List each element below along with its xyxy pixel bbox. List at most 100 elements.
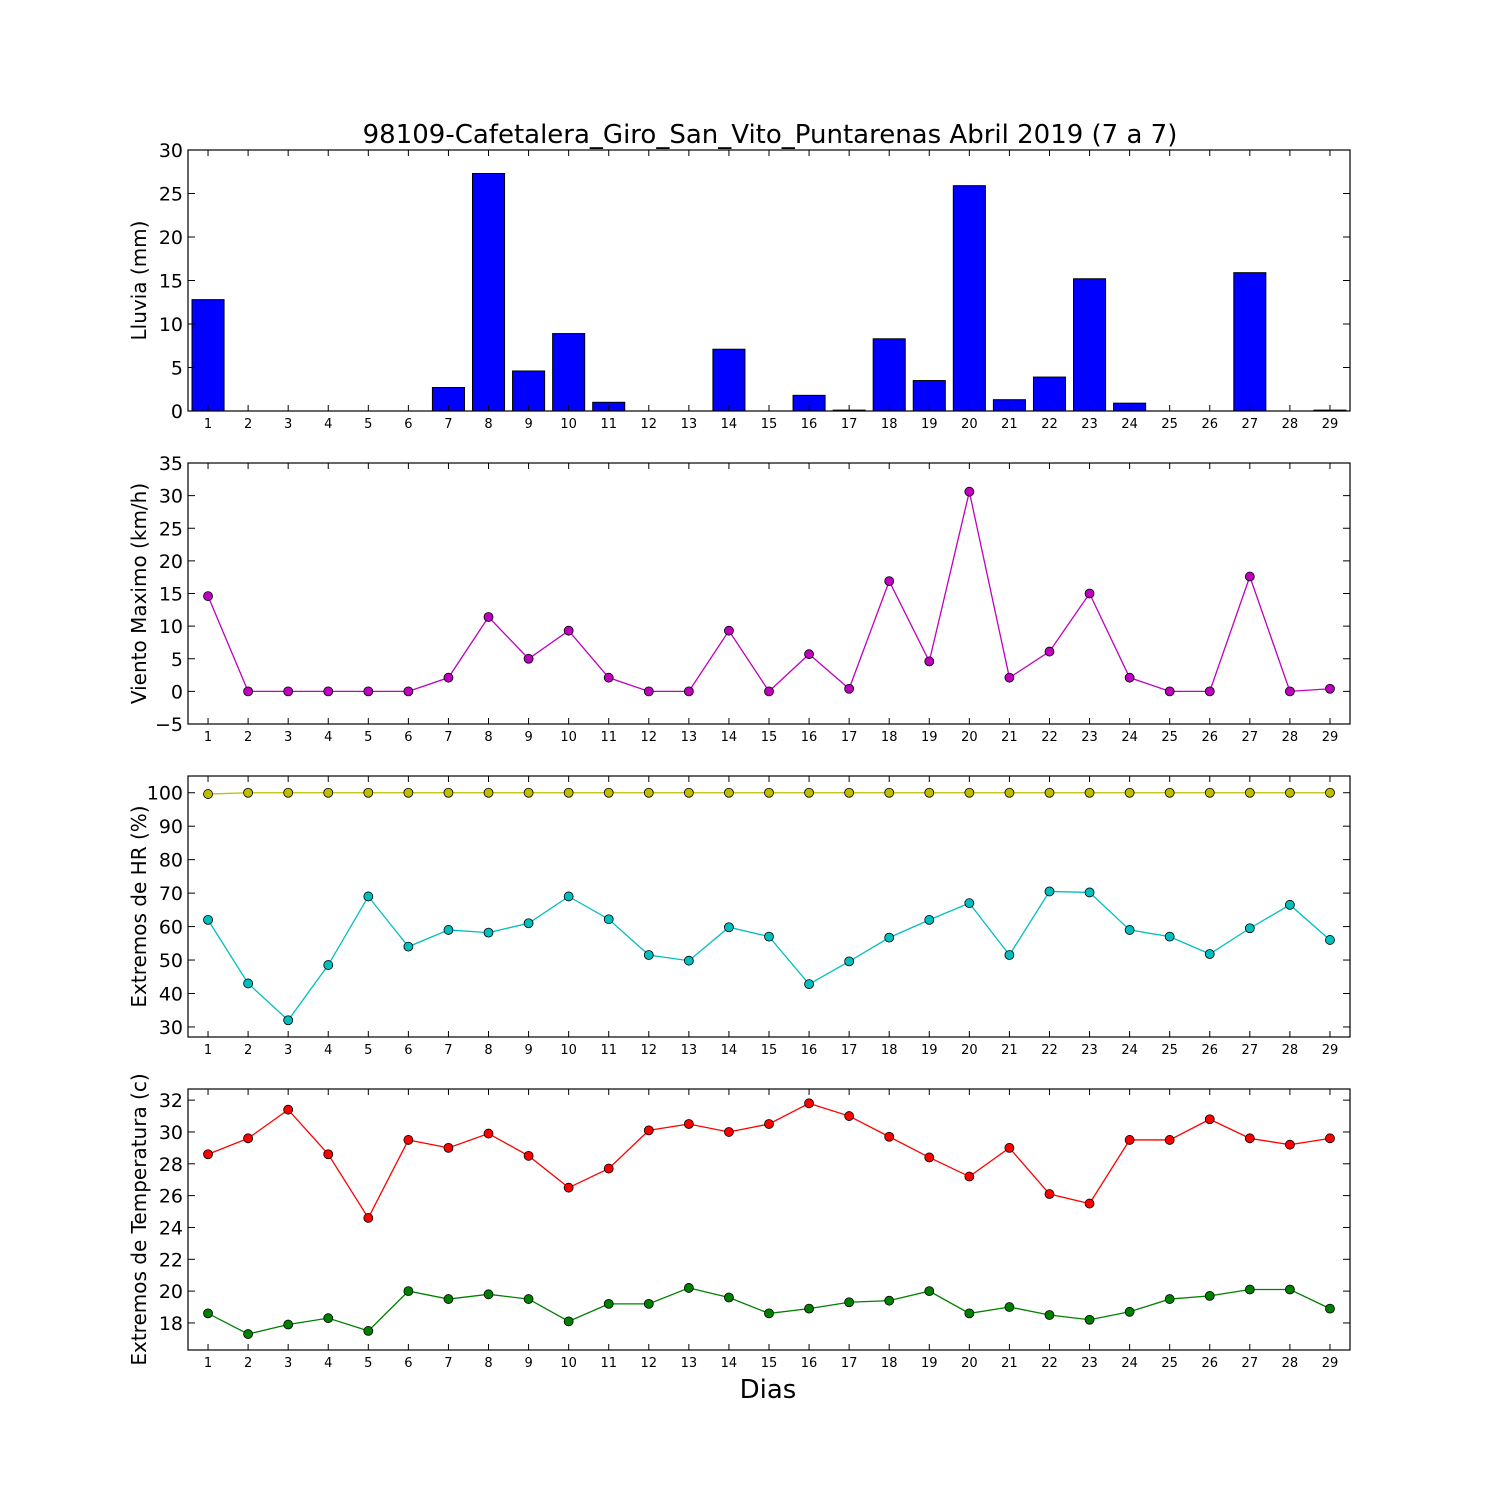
point-series-2-day-27	[1244, 923, 1255, 934]
point-series-2-day-5	[363, 891, 374, 902]
x-tick-label: 6	[404, 730, 412, 745]
x-tick-label: 17	[841, 1356, 858, 1371]
x-tick-label: 19	[921, 1043, 938, 1058]
x-tick-label: 23	[1081, 730, 1098, 745]
point-series-1-day-27	[1244, 571, 1255, 582]
x-tick-label: 12	[641, 417, 658, 432]
point-series-1-day-6	[403, 787, 414, 798]
x-tick-label: 28	[1282, 1043, 1299, 1058]
point-series-2-day-16	[804, 1303, 814, 1314]
x-tick-label: 7	[444, 1356, 452, 1371]
axes-frame	[187, 462, 1351, 725]
x-tick-label: 5	[364, 1043, 372, 1058]
x-tick-label: 2	[244, 730, 252, 745]
point-series-2-day-2	[243, 1329, 254, 1339]
point-series-1-day-1	[203, 591, 213, 602]
x-tick-label: 22	[1041, 730, 1058, 745]
x-tick-label: 11	[600, 730, 617, 745]
point-series-1-day-11	[603, 1163, 614, 1174]
point-series-1-day-27	[1244, 1133, 1255, 1144]
x-tick-label: 9	[524, 1043, 532, 1058]
point-series-2-day-6	[403, 1286, 414, 1297]
x-tick-label: 22	[1041, 417, 1058, 432]
point-series-2-day-11	[603, 914, 614, 925]
point-series-1-day-10	[563, 625, 574, 636]
y-axis-label: Extremos de Temperatura (c)	[127, 1073, 151, 1365]
x-tick-label: 6	[404, 1043, 412, 1058]
point-series-1-day-17	[844, 1111, 855, 1121]
point-series-1-day-12	[643, 1125, 654, 1136]
x-tick-label: 25	[1161, 417, 1178, 432]
point-series-1-day-23	[1084, 787, 1095, 798]
point-series-1-day-20	[964, 1171, 975, 1182]
y-tick-label: 10	[159, 616, 183, 638]
y-tick-label: 35	[159, 453, 183, 475]
x-tick-label: 20	[961, 1356, 978, 1371]
x-tick-label: 1	[204, 1043, 212, 1058]
point-series-1-day-8	[483, 612, 494, 622]
point-series-2-day-24	[1124, 925, 1135, 935]
x-tick-label: 18	[881, 1356, 898, 1371]
x-tick-label: 8	[484, 1356, 492, 1371]
point-series-1-day-15	[764, 1119, 774, 1129]
x-tick-label: 4	[324, 1356, 332, 1371]
bar-day-8	[471, 172, 506, 412]
y-tick-label: 30	[159, 1122, 183, 1144]
x-tick-label: 15	[761, 730, 778, 745]
x-tick-label: 11	[600, 417, 617, 432]
point-series-1-day-24	[1124, 787, 1135, 798]
point-series-2-day-14	[724, 1292, 734, 1303]
x-tick-label: 6	[404, 417, 412, 432]
y-tick-label: 20	[159, 551, 183, 573]
point-series-1-day-29	[1325, 787, 1335, 798]
point-series-1-day-25	[1164, 686, 1175, 697]
point-series-1-day-21	[1004, 787, 1015, 798]
point-series-2-day-26	[1204, 949, 1215, 959]
point-series-2-day-18	[884, 1295, 895, 1306]
y-tick-label: 60	[159, 917, 183, 939]
point-series-2-day-9	[523, 918, 534, 929]
x-axis-label: Dias	[740, 1375, 797, 1405]
point-series-1-day-16	[804, 1098, 814, 1109]
x-tick-label: 22	[1041, 1043, 1058, 1058]
y-tick-label: 0	[171, 401, 183, 423]
y-tick-label: 28	[159, 1154, 183, 1176]
x-tick-label: 24	[1121, 417, 1138, 432]
point-series-1-day-5	[363, 1213, 374, 1223]
x-tick-label: 9	[524, 1356, 532, 1371]
x-tick-label: 27	[1242, 730, 1259, 745]
y-tick-label: 32	[159, 1090, 183, 1112]
point-series-2-day-21	[1004, 950, 1015, 960]
y-tick-label: 20	[159, 1281, 183, 1303]
point-series-1-day-21	[1004, 1142, 1015, 1153]
x-tick-label: 21	[1001, 730, 1018, 745]
point-series-1-day-22	[1044, 787, 1055, 798]
x-tick-label: 20	[961, 1043, 978, 1058]
y-tick-label: 90	[159, 816, 183, 838]
x-tick-label: 5	[364, 1356, 372, 1371]
x-tick-label: 26	[1201, 730, 1218, 745]
point-series-2-day-15	[764, 1308, 774, 1319]
x-tick-label: 27	[1242, 417, 1259, 432]
x-tick-label: 28	[1282, 1356, 1299, 1371]
point-series-1-day-9	[523, 1150, 534, 1161]
x-tick-label: 3	[284, 730, 292, 745]
point-series-2-day-26	[1204, 1290, 1215, 1301]
x-tick-label: 23	[1081, 1356, 1098, 1371]
point-series-1-day-21	[1004, 672, 1015, 683]
point-series-2-day-20	[964, 898, 975, 909]
point-series-2-day-4	[323, 1313, 334, 1324]
x-tick-label: 26	[1201, 417, 1218, 432]
x-tick-label: 18	[881, 730, 898, 745]
point-series-2-day-11	[603, 1298, 614, 1309]
point-series-2-day-3	[283, 1319, 294, 1330]
axes-frame	[187, 149, 1351, 412]
x-tick-label: 19	[921, 730, 938, 745]
x-tick-label: 29	[1322, 417, 1339, 432]
point-series-1-day-2	[243, 787, 254, 798]
point-series-1-day-22	[1044, 646, 1055, 657]
point-series-1-day-1	[203, 1149, 213, 1160]
y-tick-label: 50	[159, 950, 183, 972]
